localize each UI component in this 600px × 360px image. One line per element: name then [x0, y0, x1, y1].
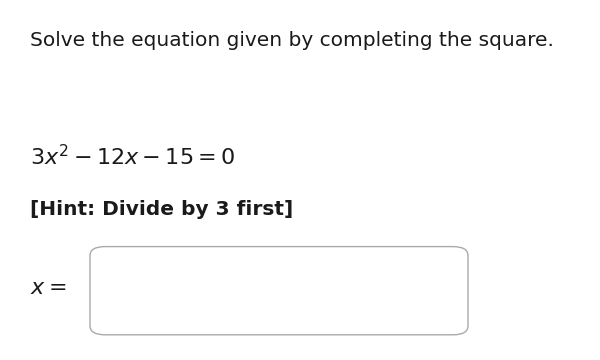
- Text: [Hint: Divide by 3 first]: [Hint: Divide by 3 first]: [30, 200, 293, 219]
- Text: $x =$: $x =$: [30, 278, 67, 298]
- FancyBboxPatch shape: [90, 247, 468, 335]
- Text: Solve the equation given by completing the square.: Solve the equation given by completing t…: [30, 31, 554, 50]
- Text: $3x^2 - 12x - 15 = 0$: $3x^2 - 12x - 15 = 0$: [30, 144, 235, 169]
